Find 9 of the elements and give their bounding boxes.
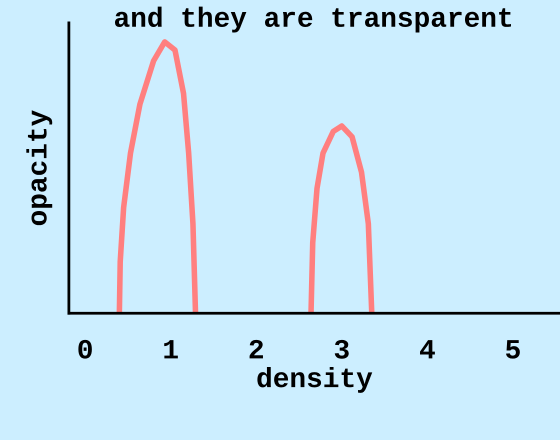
x-tick-label: 3 (334, 340, 349, 359)
x-tick-label: 0 (78, 340, 92, 359)
y-axis-title: opacity (26, 110, 52, 226)
x-tick-label: 5 (506, 340, 520, 359)
x-tick-label: 2 (250, 340, 263, 358)
x-axis-title: density (257, 366, 372, 393)
x-tick-label: 1 (164, 340, 178, 358)
x-tick-label: 4 (420, 340, 435, 358)
chart-title: and they are transparent (114, 6, 511, 32)
